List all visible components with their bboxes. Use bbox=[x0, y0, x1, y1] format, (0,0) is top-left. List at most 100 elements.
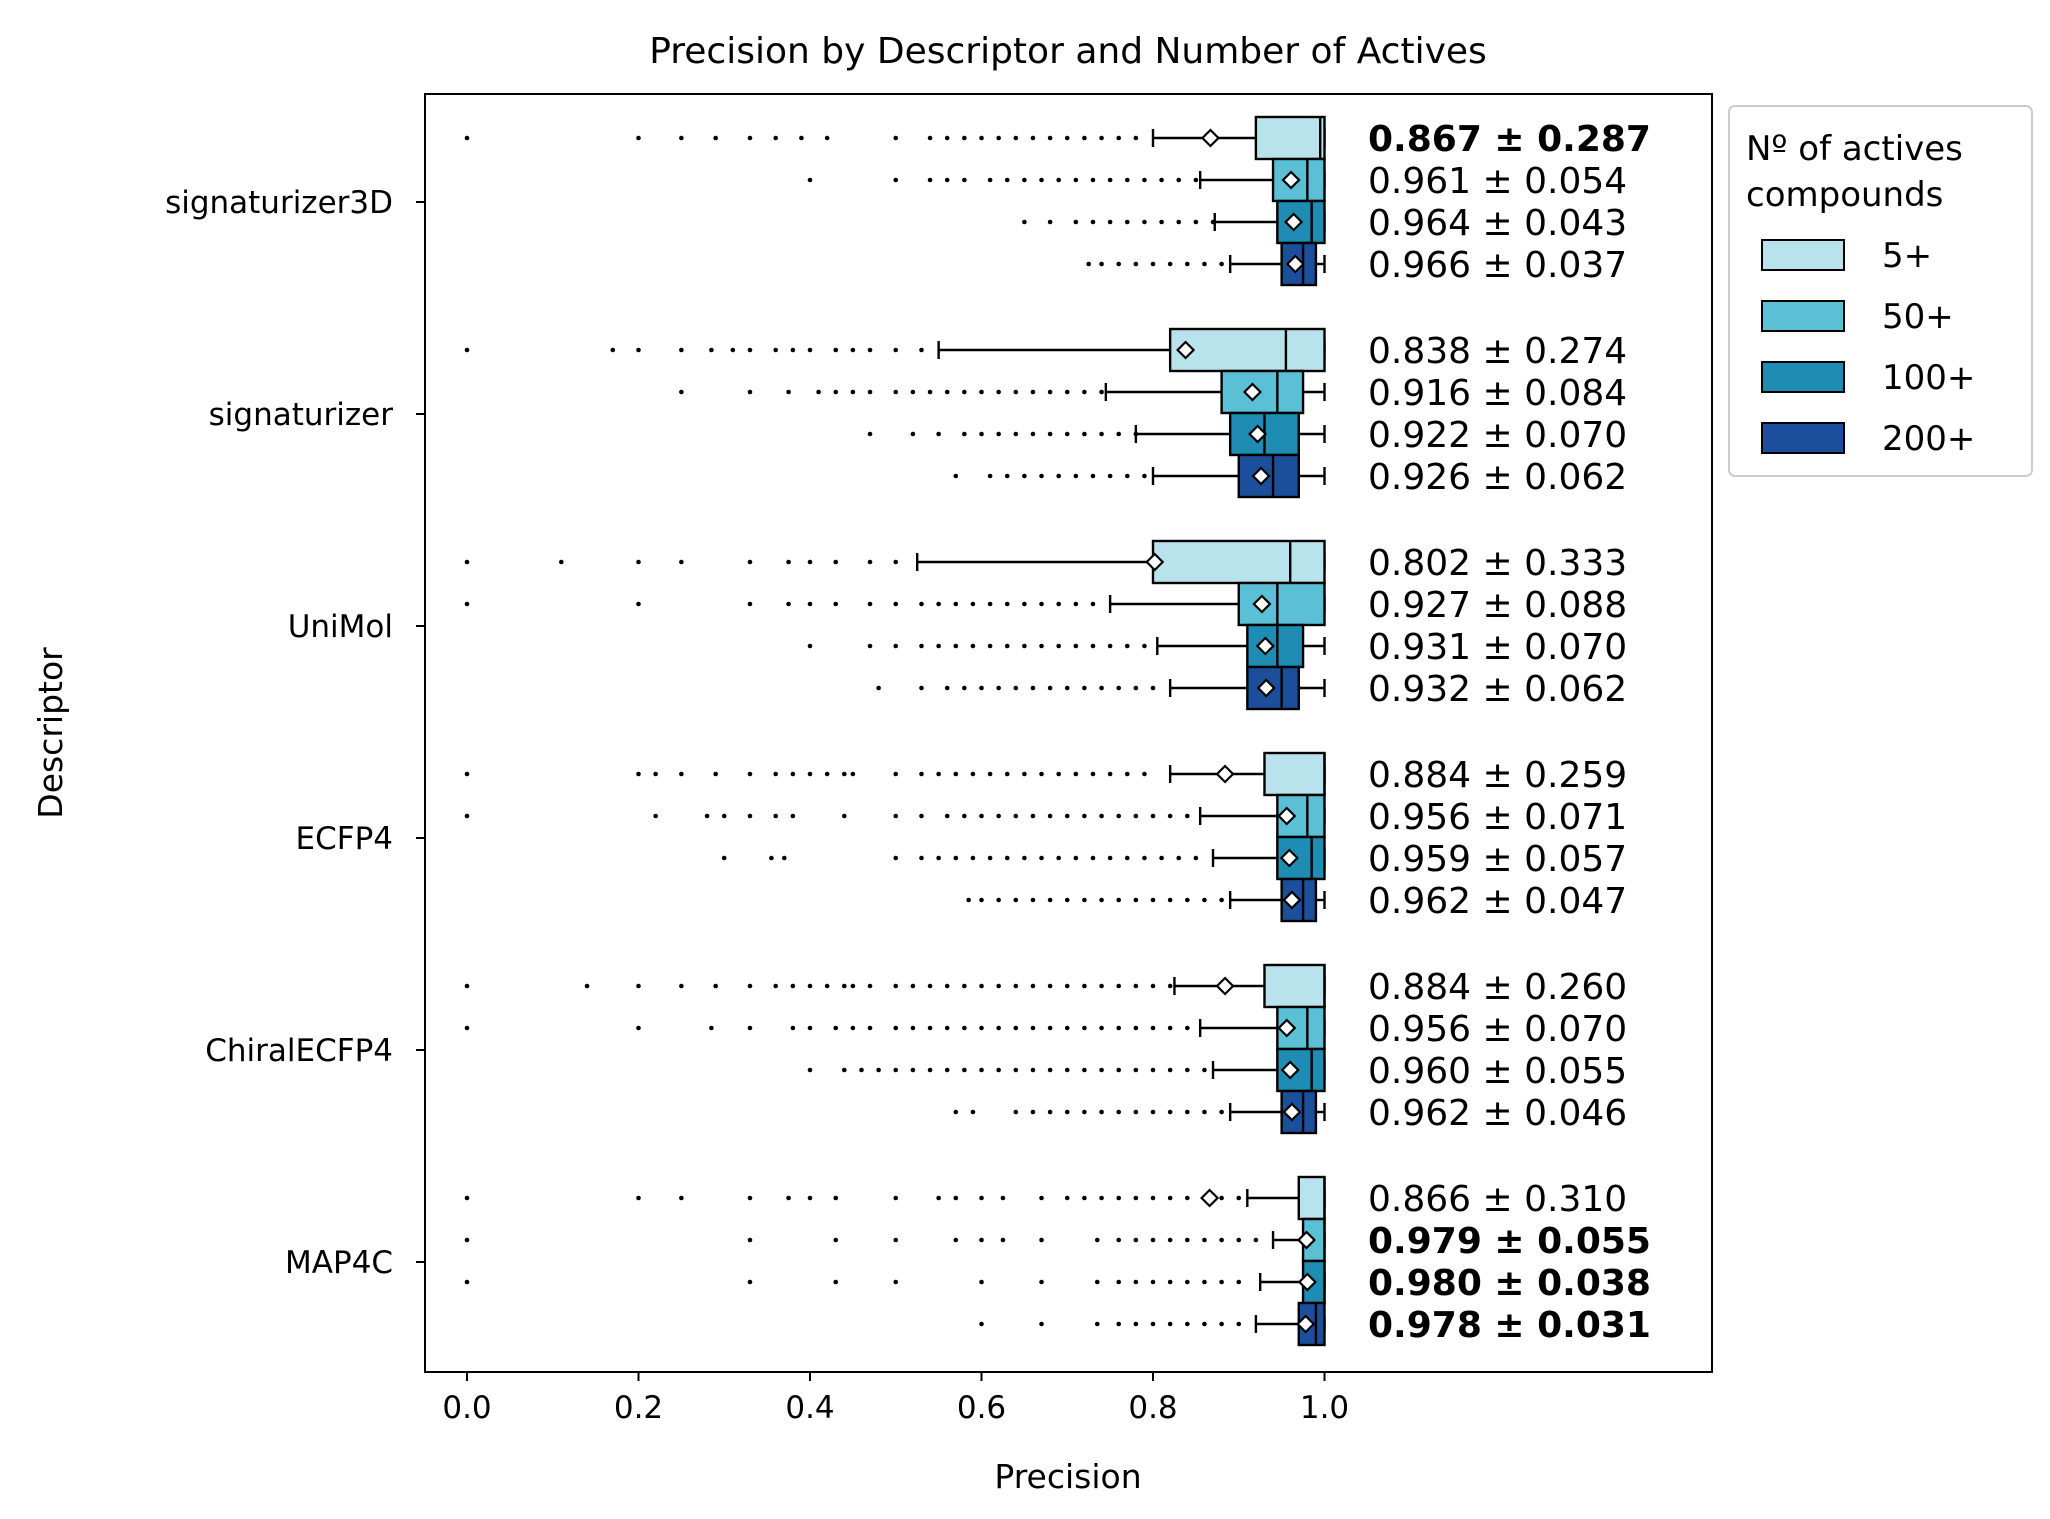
legend-label: 5+ bbox=[1882, 236, 1932, 276]
outlier-point bbox=[1150, 1025, 1156, 1031]
outlier-point bbox=[867, 601, 873, 607]
stat-label: 0.979 ± 0.055 bbox=[1368, 1221, 1651, 1262]
outlier-point bbox=[996, 135, 1001, 141]
outlier-point bbox=[996, 1025, 1001, 1031]
outlier-point bbox=[1236, 1321, 1242, 1327]
outlier-point bbox=[679, 389, 684, 395]
outlier-point bbox=[1022, 601, 1027, 607]
outlier-point bbox=[713, 771, 718, 777]
outlier-point bbox=[1047, 685, 1053, 691]
outlier-point bbox=[1090, 771, 1096, 777]
outlier-point bbox=[1202, 261, 1207, 267]
box-unimol-200+: 0.932 ± 0.062 bbox=[876, 665, 1627, 711]
outlier-point bbox=[1047, 897, 1053, 903]
outlier-point bbox=[1202, 1067, 1207, 1073]
box-map4c-5+: 0.866 ± 0.310 bbox=[464, 1175, 1627, 1221]
stat-label: 0.961 ± 0.054 bbox=[1368, 161, 1627, 202]
stat-label: 0.867 ± 0.287 bbox=[1368, 119, 1651, 160]
outlier-point bbox=[679, 771, 684, 777]
outlier-point bbox=[1099, 135, 1104, 141]
outlier-point bbox=[1082, 897, 1087, 903]
outlier-point bbox=[807, 559, 813, 565]
x-tick-label: 0.2 bbox=[614, 1390, 663, 1426]
outlier-point bbox=[979, 1237, 984, 1243]
outlier-point bbox=[1107, 771, 1113, 777]
outlier-point bbox=[1116, 135, 1121, 141]
mean-marker bbox=[1145, 552, 1165, 572]
outlier-point bbox=[910, 431, 916, 437]
iqr-box bbox=[1220, 369, 1305, 415]
mean-marker bbox=[1176, 340, 1196, 360]
outlier-point bbox=[893, 601, 899, 607]
outlier-point bbox=[1030, 685, 1036, 691]
stat-label: 0.922 ± 0.070 bbox=[1368, 415, 1627, 456]
outlier-point bbox=[1064, 983, 1070, 989]
outlier-point bbox=[1099, 1109, 1104, 1115]
outlier-point bbox=[781, 855, 787, 861]
y-tick-label: signaturizer3D bbox=[165, 185, 393, 221]
outlier-point bbox=[1039, 855, 1044, 861]
outlier-point bbox=[1000, 1195, 1006, 1201]
outlier-point bbox=[1142, 177, 1147, 183]
outlier-point bbox=[1064, 685, 1070, 691]
outlier-point bbox=[807, 1067, 813, 1073]
outlier-point bbox=[893, 643, 899, 649]
outlier-point bbox=[709, 1025, 714, 1031]
outlier-point bbox=[1116, 1279, 1121, 1285]
outlier-point bbox=[786, 601, 791, 607]
box-ecfp4-50+: 0.956 ± 0.071 bbox=[464, 793, 1627, 839]
outlier-point bbox=[1004, 771, 1010, 777]
outlier-point bbox=[867, 1025, 873, 1031]
outlier-point bbox=[1133, 897, 1139, 903]
outlier-point bbox=[1064, 431, 1070, 437]
x-tick-label: 0.0 bbox=[442, 1390, 491, 1426]
mean-marker bbox=[1285, 254, 1305, 274]
outlier-point bbox=[893, 855, 899, 861]
outlier-point bbox=[1030, 431, 1036, 437]
x-tick-label: 1.0 bbox=[1300, 1390, 1349, 1426]
outlier-point bbox=[747, 601, 753, 607]
outlier-point bbox=[936, 1195, 941, 1201]
outlier-point bbox=[962, 1025, 967, 1031]
outlier-point bbox=[1185, 1067, 1190, 1073]
box-chiralecfp4-5+: 0.884 ± 0.260 bbox=[464, 963, 1627, 1009]
outlier-point bbox=[1064, 135, 1070, 141]
outlier-point bbox=[1219, 1237, 1224, 1243]
outlier-point bbox=[1142, 855, 1147, 861]
outlier-point bbox=[1004, 643, 1010, 649]
outlier-point bbox=[636, 983, 641, 989]
y-tick-label: ECFP4 bbox=[296, 821, 393, 857]
mean-marker bbox=[1281, 170, 1301, 190]
outlier-point bbox=[1150, 1195, 1156, 1201]
outlier-point bbox=[1124, 473, 1130, 479]
outlier-point bbox=[1013, 1025, 1019, 1031]
outlier-point bbox=[1185, 1279, 1190, 1285]
outlier-point bbox=[1099, 813, 1104, 819]
outlier-point bbox=[1124, 177, 1130, 183]
outlier-point bbox=[979, 1279, 984, 1285]
mean-marker bbox=[1277, 1018, 1297, 1038]
outlier-point bbox=[996, 897, 1001, 903]
outlier-point bbox=[867, 643, 873, 649]
outlier-point bbox=[1176, 219, 1182, 225]
outlier-point bbox=[1039, 177, 1044, 183]
outlier-point bbox=[1056, 643, 1061, 649]
outlier-point bbox=[962, 177, 967, 183]
outlier-point bbox=[807, 347, 813, 353]
outlier-point bbox=[1150, 1237, 1156, 1243]
outlier-point bbox=[721, 813, 727, 819]
legend-swatch bbox=[1761, 239, 1845, 271]
outlier-point bbox=[893, 1025, 899, 1031]
outlier-point bbox=[1202, 1109, 1207, 1115]
outlier-point bbox=[747, 559, 753, 565]
outlier-point bbox=[1022, 177, 1027, 183]
outlier-point bbox=[464, 1237, 470, 1243]
outlier-point bbox=[1236, 1279, 1242, 1285]
outlier-point bbox=[962, 431, 967, 437]
outlier-point bbox=[1176, 177, 1182, 183]
outlier-point bbox=[1064, 389, 1070, 395]
outlier-point bbox=[1064, 1195, 1070, 1201]
